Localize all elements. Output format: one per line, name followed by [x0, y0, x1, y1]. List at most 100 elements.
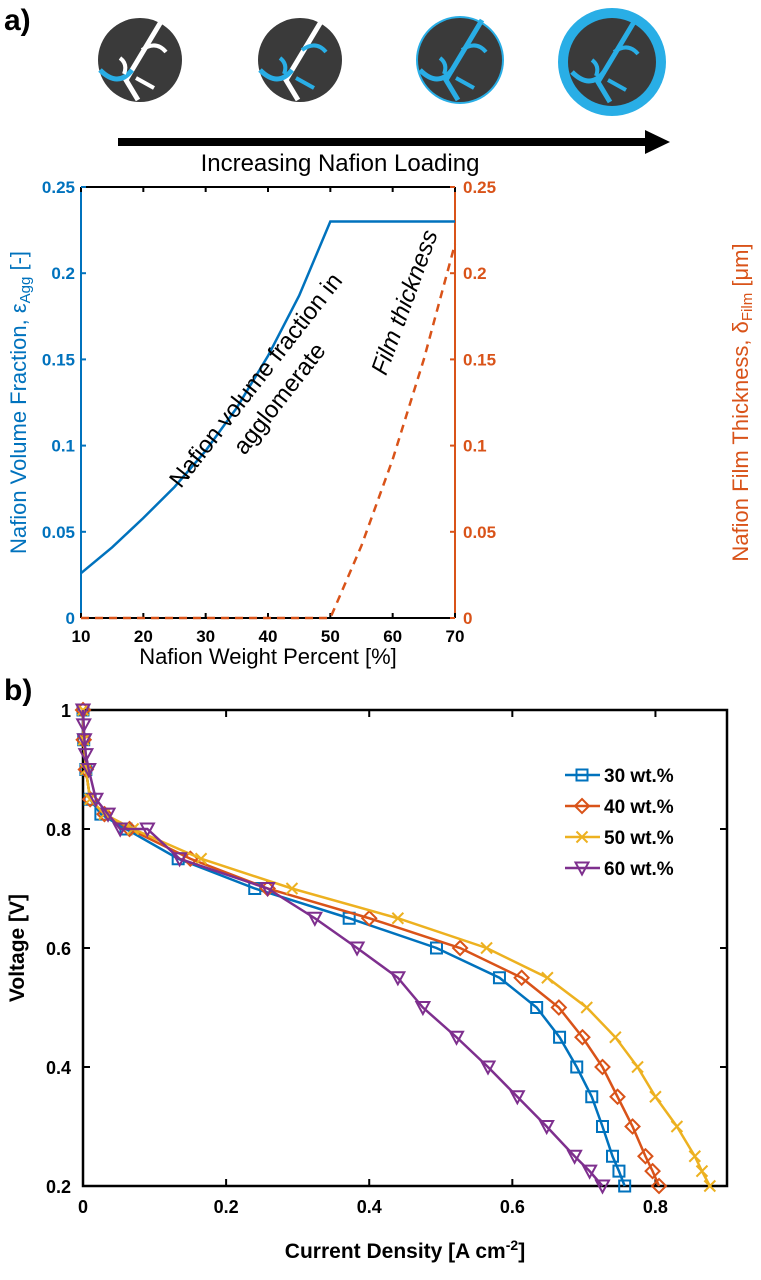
data-point [80, 763, 97, 779]
x-tick-label: 20 [134, 627, 153, 646]
legend-marker [575, 830, 589, 844]
illustration-caption: Increasing Nafion Loading [201, 150, 480, 177]
data-point [580, 1001, 593, 1014]
data-point [637, 1147, 654, 1165]
y-right-tick-label: 0.1 [463, 437, 487, 456]
data-point [480, 941, 493, 955]
legend-entry: 40 wt.% [565, 797, 674, 818]
data-point [389, 971, 407, 987]
series-40-wt [74, 701, 668, 1195]
data-point [631, 1060, 644, 1074]
series-line [81, 709, 604, 1187]
y-right-tick-label: 0.25 [463, 178, 496, 197]
chart-b: 0 0.2 0.4 0.6 0.8 0.2 0.4 0.6 0.8 1 30 wt.% 40 wt.%… [6, 701, 729, 1263]
legend-label: 40 wt.% [604, 797, 674, 818]
legend-entry: 50 wt.% [565, 828, 674, 849]
data-point [360, 909, 378, 927]
y-left-axis-label: Nafion Volume Fraction, εAgg [-] [6, 251, 34, 554]
pore-channel [595, 20, 637, 104]
data-point [492, 971, 506, 985]
annotation-film-thickness: Film thickness [366, 226, 443, 378]
legend-label: 60 wt.% [604, 859, 674, 880]
pore-channel [300, 43, 328, 54]
pore-channel [460, 43, 488, 54]
data-point [285, 882, 299, 895]
x-tick-label: 0.4 [357, 1197, 382, 1217]
pore-channel [118, 56, 155, 90]
data-point [76, 733, 93, 749]
data-point [259, 882, 276, 898]
nafion-channel [98, 68, 134, 82]
y-tick-label: 0.6 [46, 939, 71, 959]
data-point [606, 1149, 620, 1163]
data-point [74, 703, 92, 719]
data-point [550, 999, 568, 1016]
data-point [644, 1162, 661, 1180]
data-point [670, 1120, 684, 1133]
y-tick-label: 0.2 [46, 1177, 71, 1197]
nafion-channel [258, 68, 294, 82]
data-point [194, 852, 208, 865]
panel-label-a: a) [4, 4, 31, 37]
data-point [448, 1030, 465, 1046]
y-right-tick-label: 0.15 [463, 350, 496, 369]
chart-a: 10 20 30 40 50 60 7000.050.10.150.20.2500.050.… [6, 178, 756, 669]
data-point [618, 1179, 632, 1193]
y-left-tick-label: 0.15 [42, 350, 75, 369]
x-axis-label: Current Density [A cm-2] [285, 1237, 525, 1263]
data-point [139, 822, 156, 838]
y-tick-label: 0.4 [46, 1058, 71, 1078]
legend-marker [575, 768, 589, 782]
data-point [650, 1177, 668, 1195]
x-tick-label: 50 [321, 627, 340, 646]
y-right-tick-label: 0 [463, 609, 472, 628]
y-right-tick-label: 0.05 [463, 523, 496, 542]
nafion-loading-illustration [98, 8, 666, 116]
data-point [688, 1150, 702, 1163]
pore-channel [123, 18, 165, 102]
data-point [612, 1164, 626, 1178]
data-point [171, 852, 188, 868]
legend-entry: 60 wt.% [565, 859, 674, 880]
legend-marker [573, 861, 591, 877]
data-point [581, 1164, 598, 1180]
data-point [594, 1058, 611, 1076]
agglomerate-particle-1 [98, 18, 182, 102]
legend-label: 30 wt.% [604, 766, 674, 787]
pore-channel [612, 45, 640, 56]
x-tick-label: 0.6 [500, 1197, 525, 1217]
data-point [77, 748, 95, 764]
data-point [479, 1060, 497, 1076]
annotation-volume-fraction: Nafion volume fraction inagglomerate [164, 268, 372, 511]
legend-marker [573, 797, 591, 815]
data-point [429, 941, 443, 955]
data-point [649, 1090, 662, 1103]
data-point [513, 969, 531, 987]
x-tick-label: 0 [78, 1197, 88, 1217]
data-point [695, 1164, 709, 1178]
x-tick-label: 40 [259, 627, 278, 646]
data-point [99, 807, 117, 823]
data-point [609, 1031, 622, 1044]
data-point [112, 822, 129, 838]
data-point [624, 1118, 641, 1135]
y-right-axis-label: Nafion Film Thickness, δFilm [μm] [728, 243, 756, 561]
data-point [414, 1001, 432, 1017]
y-axis-label: Voltage [V] [6, 894, 29, 1002]
data-point [509, 1090, 526, 1106]
data-point [87, 792, 105, 808]
data-point [585, 1090, 599, 1104]
agglomerate-particle-4 [558, 8, 666, 116]
data-point [306, 911, 324, 927]
pore-channel [283, 18, 325, 102]
data-point [348, 941, 366, 957]
data-point [96, 805, 113, 823]
x-tick-label: 30 [196, 627, 215, 646]
nafion-volume-fraction-line [80, 220, 455, 575]
data-point [703, 1179, 717, 1193]
data-point [570, 1060, 584, 1074]
data-point [538, 1120, 555, 1136]
pore-channel [140, 43, 168, 54]
